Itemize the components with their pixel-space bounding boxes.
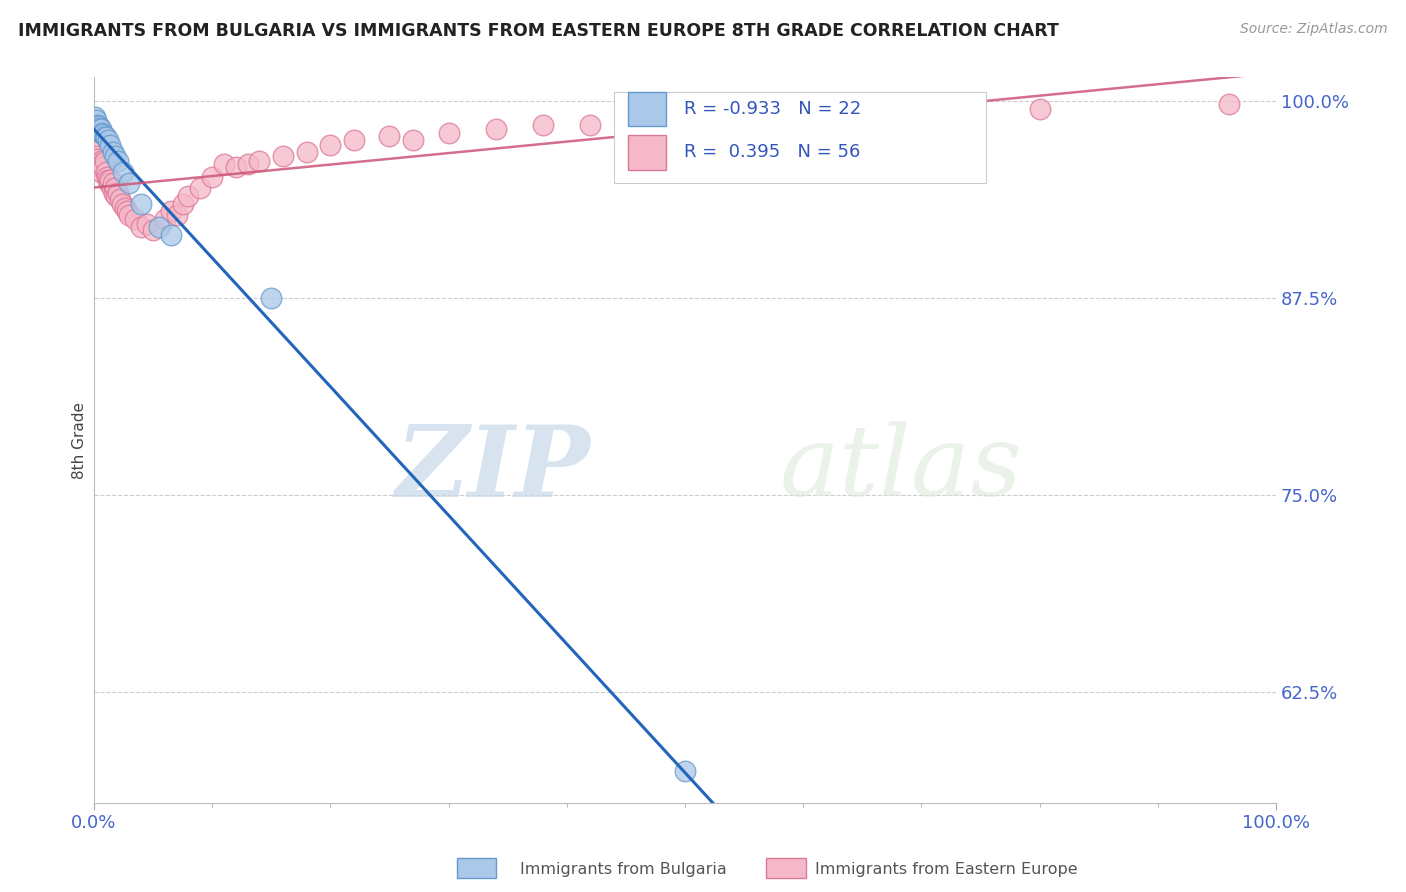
Point [90,165,112,179]
Point [87,157,110,171]
Text: R =  0.395   N = 56: R = 0.395 N = 56 [683,144,860,161]
Point [531,118,554,132]
Point [100,138,122,153]
Point [93,153,115,168]
Point [910,105,932,120]
Point [225,161,247,175]
Point [93,128,115,143]
Point [114,202,136,216]
Point [1218,97,1240,112]
Point [97,173,120,187]
Point [107,153,129,168]
Y-axis label: 8th Grade: 8th Grade [72,401,87,478]
Point [84,113,107,128]
Point [437,126,460,140]
Point [212,157,235,171]
Point [792,110,814,124]
Point [94,165,117,179]
Point [148,220,170,235]
FancyBboxPatch shape [628,92,666,127]
Point [94,130,117,145]
Point [118,208,141,222]
Point [108,192,131,206]
Point [96,169,118,184]
Point [295,145,318,159]
Point [579,118,602,132]
Point [201,169,224,184]
Point [100,173,122,187]
Point [166,208,188,222]
Point [101,145,124,159]
Point [153,212,176,227]
Point [111,196,134,211]
Point [673,113,696,128]
Point [84,110,107,124]
Point [485,122,508,136]
Point [93,161,115,175]
Point [129,220,152,235]
Point [89,161,111,175]
Point [104,181,127,195]
Point [319,138,342,153]
Point [402,134,425,148]
FancyBboxPatch shape [628,135,666,169]
Point [105,188,128,202]
Point [1028,102,1050,116]
Text: Source: ZipAtlas.com: Source: ZipAtlas.com [1240,22,1388,37]
Point [177,188,200,202]
Point [159,228,181,243]
Point [136,217,159,231]
Point [124,212,146,227]
Point [249,153,271,168]
Point [90,122,112,136]
Point [98,176,121,190]
Point [188,181,211,195]
Point [673,764,696,778]
Point [90,153,112,168]
Point [91,126,114,140]
Text: Immigrants from Bulgaria: Immigrants from Bulgaria [520,863,727,877]
Point [260,291,283,305]
Point [101,176,124,190]
Point [172,196,194,211]
Point [343,134,366,148]
Point [103,186,125,200]
Point [97,134,120,148]
Text: R = -0.933   N = 22: R = -0.933 N = 22 [683,100,860,118]
Point [100,181,122,195]
Text: Immigrants from Eastern Europe: Immigrants from Eastern Europe [815,863,1078,877]
Point [236,157,259,171]
Point [87,120,110,134]
Point [86,118,108,132]
Point [142,223,165,237]
Point [107,186,129,200]
Point [112,165,135,179]
Point [129,196,152,211]
Point [86,153,108,167]
Point [84,149,107,163]
Point [104,149,127,163]
Point [159,204,181,219]
Point [271,149,294,163]
Text: ZIP: ZIP [395,421,591,517]
Point [115,204,138,219]
Point [89,120,111,135]
Point [93,127,115,141]
Point [84,145,107,159]
Text: atlas: atlas [779,421,1022,516]
Point [118,176,141,190]
Point [91,157,114,171]
FancyBboxPatch shape [614,92,987,183]
Point [378,128,401,143]
Text: IMMIGRANTS FROM BULGARIA VS IMMIGRANTS FROM EASTERN EUROPE 8TH GRADE CORRELATION: IMMIGRANTS FROM BULGARIA VS IMMIGRANTS F… [18,22,1059,40]
